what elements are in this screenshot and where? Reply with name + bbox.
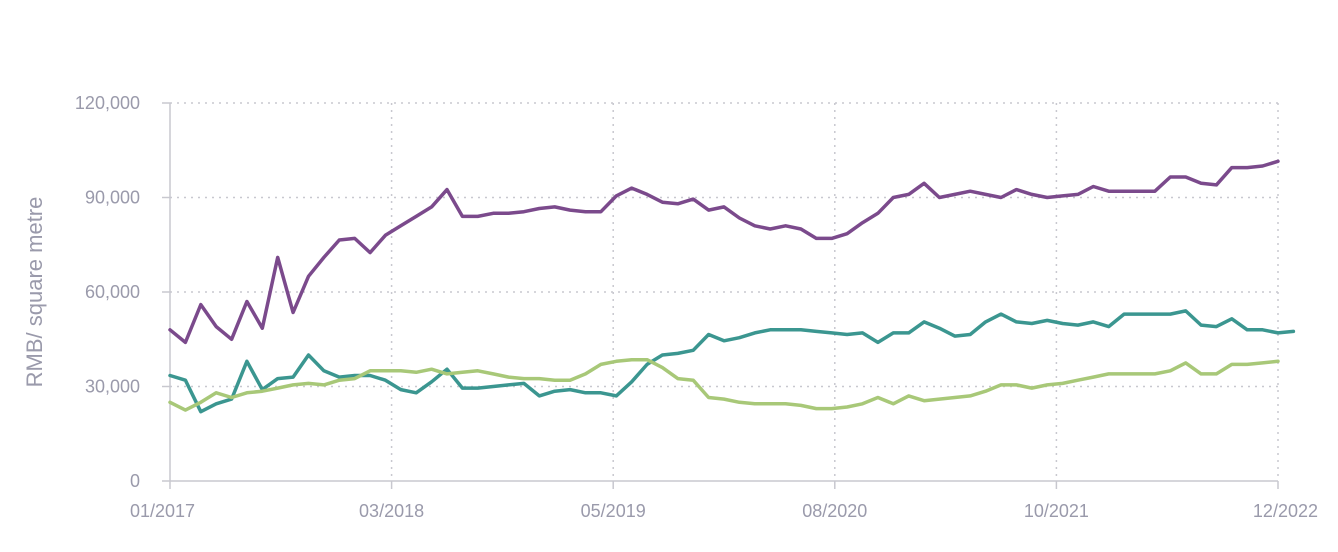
x-tick-label: 10/2021 bbox=[1024, 501, 1089, 521]
y-tick-labels: 0 30,000 60,000 90,000 120,000 bbox=[75, 93, 140, 491]
x-tick-label: 08/2020 bbox=[802, 501, 867, 521]
y-tick-label: 60,000 bbox=[85, 282, 140, 302]
x-tick-label: 01/2017 bbox=[130, 501, 195, 521]
series-line-2 bbox=[168, 309, 1296, 414]
y-tick-label: 30,000 bbox=[85, 377, 140, 397]
series-lines bbox=[168, 159, 1296, 414]
series-line-1 bbox=[168, 159, 1280, 345]
axes bbox=[169, 103, 1278, 482]
y-axis-label: RMB/ square metre bbox=[22, 197, 47, 388]
y-tick-label: 0 bbox=[130, 471, 140, 491]
x-tick-label: 05/2019 bbox=[581, 501, 646, 521]
grid bbox=[162, 102, 1279, 489]
series-line-3 bbox=[168, 357, 1280, 412]
x-tick-label: 12/2022 bbox=[1253, 501, 1318, 521]
y-tick-label: 120,000 bbox=[75, 93, 140, 113]
x-tick-label: 03/2018 bbox=[359, 501, 424, 521]
y-tick-label: 90,000 bbox=[85, 188, 140, 208]
x-tick-labels: 01/2017 03/2018 05/2019 08/2020 10/2021 12/20… bbox=[130, 501, 1318, 521]
